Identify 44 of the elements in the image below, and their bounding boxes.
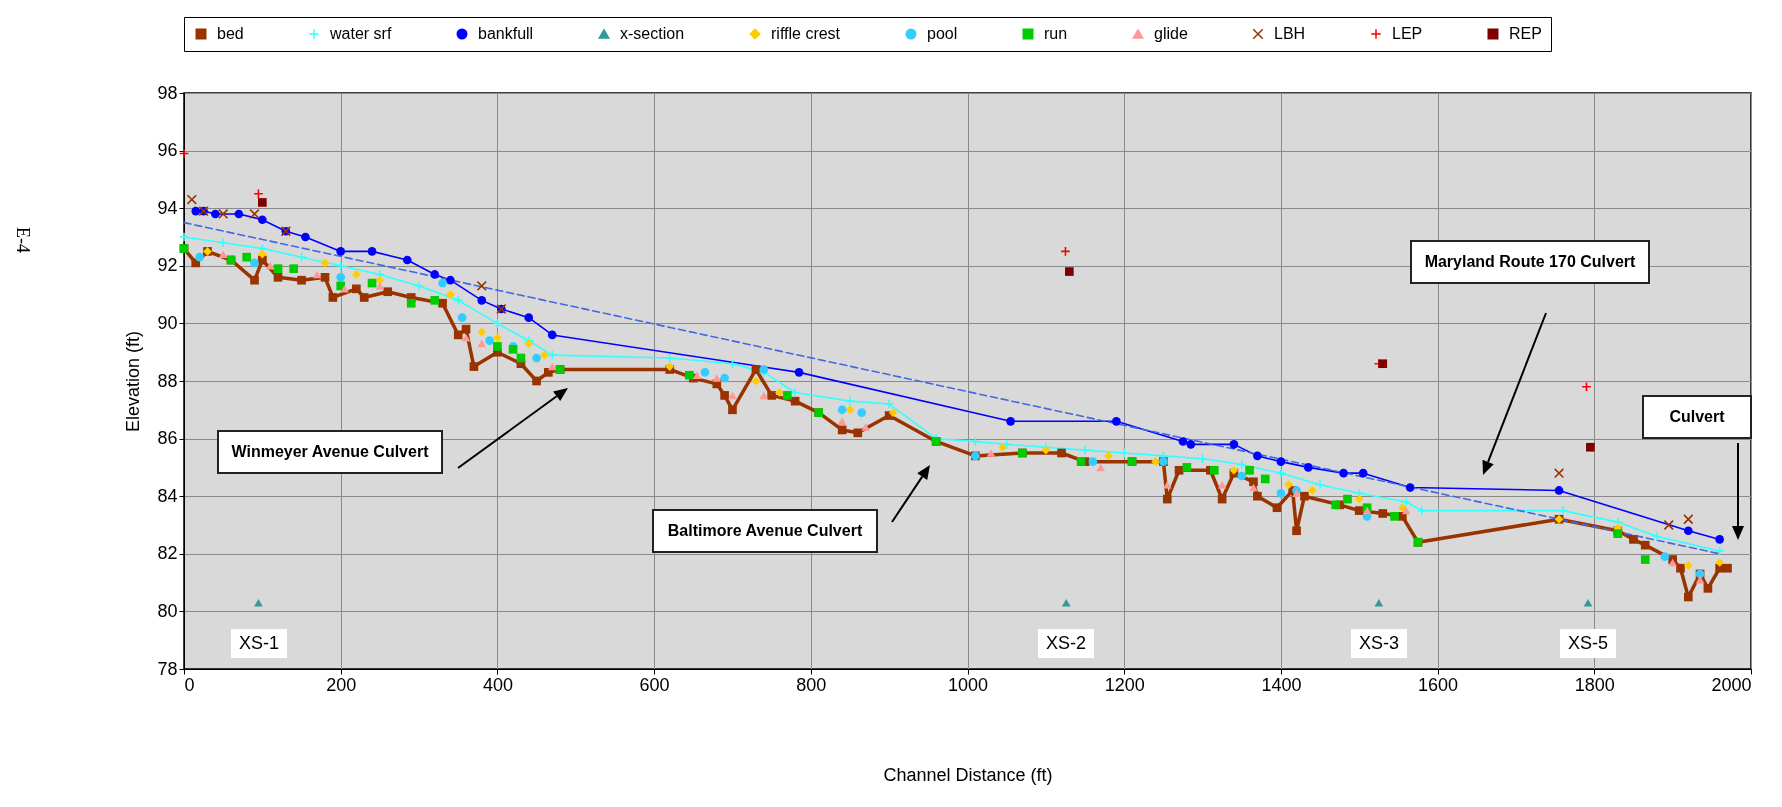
legend-label: LEP bbox=[1392, 25, 1423, 42]
y-tick-label: 90 bbox=[157, 312, 178, 333]
x-tick-label: 1000 bbox=[947, 674, 989, 695]
x-tick-label: 1800 bbox=[1574, 674, 1615, 695]
x-tick-label: 2000 bbox=[1711, 674, 1752, 695]
x-tick-label: 0 bbox=[184, 674, 195, 695]
y-tick-label: 94 bbox=[157, 197, 178, 218]
x-tick-label: 400 bbox=[482, 674, 513, 695]
x-tick-label: 600 bbox=[639, 674, 670, 695]
y-tick-label: 96 bbox=[157, 140, 178, 161]
y-tick-label: 98 bbox=[157, 82, 178, 103]
label-box: Culvert bbox=[1642, 394, 1752, 440]
legend-label: REP bbox=[1509, 25, 1542, 42]
legend-label: pool bbox=[927, 25, 958, 42]
annotation: XS-3 bbox=[1351, 628, 1408, 658]
y-tick-label: 82 bbox=[157, 543, 178, 564]
x-axis-title: Channel Distance (ft) bbox=[883, 764, 1053, 785]
label-box: Winmeyer Avenue Culvert bbox=[217, 429, 443, 475]
legend-label: run bbox=[1044, 25, 1068, 42]
x-tick-label: 800 bbox=[796, 674, 827, 695]
text: E-4 bbox=[11, 227, 33, 253]
label-box: Maryland Route 170 Culvert bbox=[1410, 239, 1650, 285]
legend-label: x-section bbox=[620, 25, 685, 42]
annotation: XS-2 bbox=[1038, 628, 1095, 658]
y-tick-label: 88 bbox=[157, 370, 178, 391]
y-axis-title: Elevation (ft) bbox=[123, 330, 144, 433]
legend-label: glide bbox=[1154, 25, 1188, 42]
legend-label: bankfull bbox=[478, 25, 534, 42]
legend-label: LBH bbox=[1274, 25, 1306, 42]
y-tick-label: 80 bbox=[157, 600, 178, 621]
legend-label: water srf bbox=[329, 25, 392, 42]
label-box: Baltimore Avenue Culvert bbox=[652, 508, 878, 554]
x-tick-label: 1400 bbox=[1261, 674, 1302, 695]
x-tick-label: 1200 bbox=[1104, 674, 1145, 695]
x-tick-label: 1600 bbox=[1418, 674, 1459, 695]
y-tick-label: 84 bbox=[157, 485, 178, 506]
legend-label: bed bbox=[217, 25, 244, 42]
legend-label: riffle crest bbox=[771, 25, 841, 42]
annotation: XS-5 bbox=[1560, 628, 1617, 658]
y-tick-label: 92 bbox=[157, 255, 178, 276]
y-tick-label: 78 bbox=[157, 658, 178, 679]
x-tick-label: 200 bbox=[326, 674, 357, 695]
y-tick-label: 86 bbox=[157, 428, 178, 449]
annotation: XS-1 bbox=[231, 628, 288, 658]
